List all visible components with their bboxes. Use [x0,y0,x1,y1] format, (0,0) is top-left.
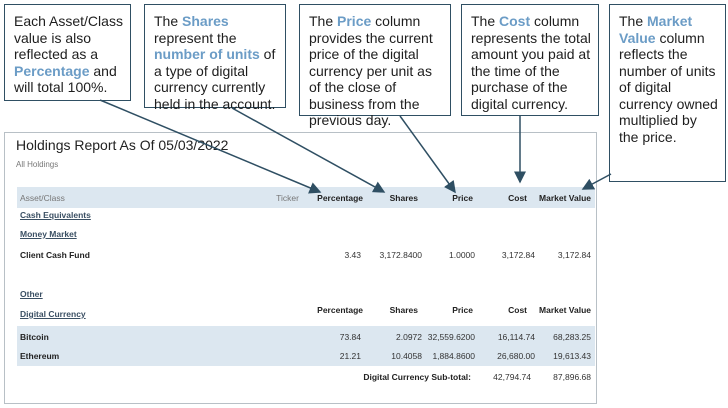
cell: 68,283.25 [553,332,591,342]
column-header: Shares [389,305,418,315]
callout-text: Each Asset/Class value is also reflected… [14,13,123,62]
column-header: Market Value [539,305,591,315]
column-header: Percentage [317,305,363,315]
cell: 3,172.84 [501,250,535,260]
cell: 73.84 [339,332,361,342]
cell: 3.43 [344,250,361,260]
callout: The Price column provides the current pr… [299,4,451,128]
callout-text: The [619,13,648,29]
highlight-text: number of units [154,46,260,62]
subtotal-cell: 87,896.68 [553,372,591,382]
section-link: Cash Equivalents [20,210,91,220]
arrow [231,107,386,193]
section-link: Other [20,289,43,299]
cell: 19,613.43 [553,351,591,361]
row-name: Client Cash Fund [20,250,90,260]
column-header: Asset/Class [20,193,65,203]
report-subtitle: All Holdings [16,160,59,169]
column-header: Ticker [276,193,299,203]
column-header: Market Value [539,193,591,203]
cell: 3,172.8400 [379,250,422,260]
cell: 1.0000 [449,250,475,260]
highlight-text: Price [337,13,372,29]
row-name: Ethereum [20,351,60,361]
callout-text: column provides the current price of the… [309,13,433,128]
highlight-text: Cost [499,13,531,29]
row-name: Bitcoin [20,332,49,342]
callout-text: The [154,13,183,29]
cell: 1,884.8600 [432,351,475,361]
highlight-text: Market Value [619,13,693,46]
cell: 2.0972 [396,332,422,342]
column-header: Price [452,193,473,203]
highlight-text: Shares [182,13,229,29]
arrow [581,173,612,190]
callout-text: and will total 100%. [14,62,117,96]
subsection-link: Money Market [20,229,77,239]
subtotal-label: Digital Currency Sub-total: [363,372,471,382]
callout-text: of a type of digital currency currently … [154,46,276,112]
column-header: Cost [508,193,527,203]
cell: 32,559.6200 [427,332,475,342]
column-header: Cost [508,305,527,315]
callout-text: The [471,13,500,29]
arrow [399,115,456,194]
highlight-text: Percentage [14,62,90,79]
column-header: Percentage [317,193,363,203]
column-header: Shares [389,193,418,203]
callout: The Shares represent the number of units… [144,4,286,112]
subsection-link: Digital Currency [20,309,86,319]
row-band [17,326,595,366]
cell: 16,114.74 [497,332,535,342]
cell: 10.4058 [391,351,422,361]
callout: The Cost column represents the total amo… [461,4,599,116]
callout-text: represent the [154,29,237,46]
cell: 21.21 [339,351,361,361]
arrow [99,99,322,194]
callout-text: The [309,13,338,29]
callout-text: column represents the total amount you p… [471,13,591,112]
callout-text: column reflects the number of units of d… [619,29,718,145]
subtotal-cell: 42,794.74 [493,372,531,382]
report-title: Holdings Report As Of 05/03/2022 [16,137,229,153]
callout: Each Asset/Class value is also reflected… [4,4,131,101]
callout: The Market Value column reflects the num… [609,4,726,182]
cell: 26,680.00 [497,351,535,361]
column-header: Price [452,305,473,315]
cell: 3,172.84 [557,250,591,260]
